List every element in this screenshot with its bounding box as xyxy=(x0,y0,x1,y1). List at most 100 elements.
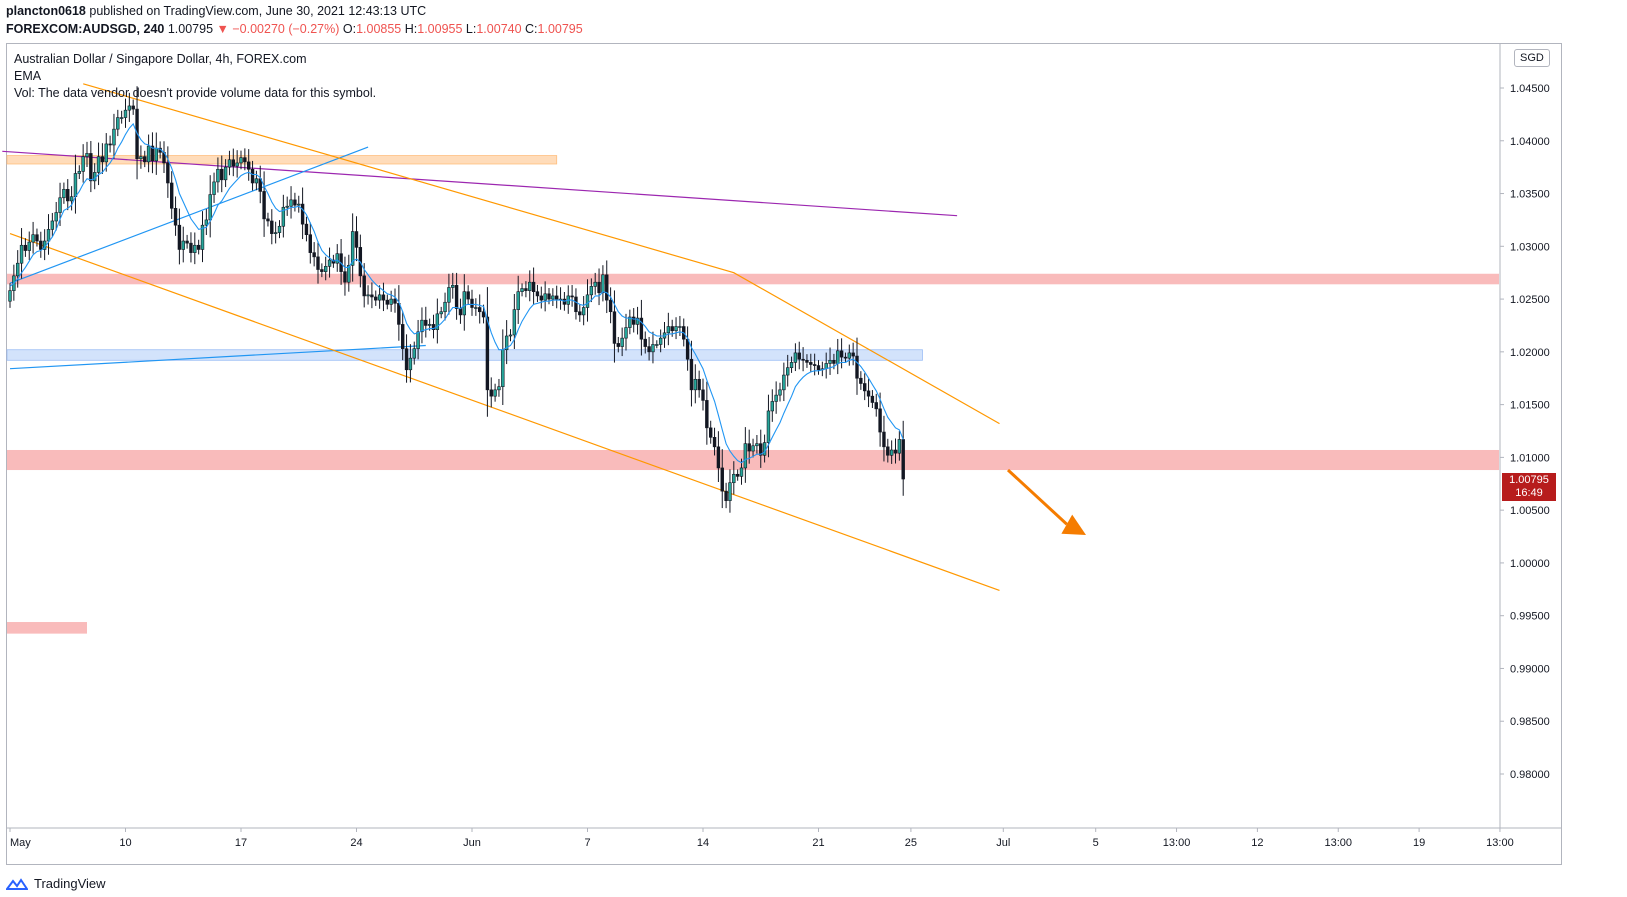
candle-body xyxy=(620,337,624,347)
candle-body xyxy=(574,296,578,313)
candle xyxy=(416,319,420,360)
candle-body xyxy=(732,473,736,484)
candle-body xyxy=(697,378,701,391)
candle xyxy=(839,338,844,369)
candle-body xyxy=(836,350,840,364)
candle xyxy=(100,143,105,174)
zone-blue-3 xyxy=(6,349,923,361)
candle-body xyxy=(805,359,809,363)
y-tick-label: 1.02500 xyxy=(1510,294,1550,306)
author-name[interactable]: plancton0618 xyxy=(6,4,86,18)
candle-body xyxy=(693,378,698,391)
candle-body xyxy=(96,156,101,173)
candle-body xyxy=(593,281,597,287)
candle-body xyxy=(150,145,155,162)
candle-body xyxy=(177,224,182,250)
candle xyxy=(558,287,563,310)
candle xyxy=(312,242,316,267)
candle-body xyxy=(154,147,158,162)
candle xyxy=(250,160,255,191)
candle-body xyxy=(535,291,540,297)
candle xyxy=(547,287,551,305)
candle-body xyxy=(855,355,859,379)
candle-body xyxy=(451,285,455,288)
footer-brand-text: TradingView xyxy=(34,876,106,891)
candle xyxy=(366,285,370,305)
candle xyxy=(85,141,89,167)
candle-body xyxy=(759,443,763,456)
candle-body xyxy=(859,377,863,384)
candle-body xyxy=(262,191,266,220)
low-label: L: xyxy=(465,22,477,36)
candle xyxy=(96,142,101,186)
candle xyxy=(543,281,547,312)
candle-body xyxy=(354,231,359,248)
candle xyxy=(712,427,717,456)
y-tick-label: 1.04000 xyxy=(1510,136,1550,148)
candle xyxy=(35,228,39,247)
candle xyxy=(235,150,239,178)
candle xyxy=(651,331,655,364)
candle-body xyxy=(789,362,794,368)
candle xyxy=(323,256,328,281)
candle-body xyxy=(901,439,905,480)
candle xyxy=(293,192,297,212)
high-value: 1.00955 xyxy=(417,22,463,36)
candle-body xyxy=(497,386,501,391)
x-tick-label: Jun xyxy=(463,837,481,849)
x-tick-label: 7 xyxy=(584,837,590,849)
candle-body xyxy=(747,443,751,452)
candle xyxy=(801,347,805,372)
close-value: 1.00795 xyxy=(537,22,583,36)
candle-body xyxy=(782,374,786,391)
candle xyxy=(239,150,243,170)
candle-body xyxy=(447,287,451,303)
chart-frame[interactable] xyxy=(6,43,1562,865)
candle-body xyxy=(635,317,640,325)
purple-resistance-line xyxy=(2,150,958,217)
candle xyxy=(570,285,574,307)
candle-body xyxy=(581,307,586,316)
candle xyxy=(420,307,424,344)
candle-body xyxy=(54,212,58,222)
candle xyxy=(689,340,694,407)
candle-body xyxy=(628,316,632,328)
candle-body xyxy=(231,159,235,167)
candle xyxy=(855,337,859,395)
candle-body xyxy=(893,449,898,454)
legend-volume[interactable]: Vol: The data vendor doesn't provide vol… xyxy=(14,86,377,100)
candle xyxy=(243,148,247,171)
candle-body xyxy=(439,311,443,315)
candle xyxy=(304,216,309,242)
candle-body xyxy=(393,298,397,304)
candle xyxy=(497,378,501,397)
candle-body xyxy=(143,156,147,163)
candle-body xyxy=(508,334,513,337)
candle-body xyxy=(146,145,151,163)
candle xyxy=(474,298,478,316)
legend-title[interactable]: Australian Dollar / Singapore Dollar, 4h… xyxy=(14,52,307,66)
candle-body xyxy=(89,153,93,182)
x-tick-label: 24 xyxy=(350,837,362,849)
candle xyxy=(616,336,621,353)
candle-body xyxy=(647,346,651,353)
candle xyxy=(539,286,544,309)
candle xyxy=(770,389,775,422)
legend-ema[interactable]: EMA xyxy=(14,69,42,83)
currency-badge[interactable]: SGD xyxy=(1514,49,1550,67)
candle xyxy=(162,141,166,174)
candle xyxy=(597,268,601,306)
candle-body xyxy=(493,389,497,397)
candle-body xyxy=(35,234,39,242)
candle-body xyxy=(443,301,447,313)
candle-body xyxy=(678,326,682,328)
footer-brand[interactable]: TradingView xyxy=(6,876,106,891)
candle xyxy=(724,482,728,509)
x-tick-label: May xyxy=(10,837,31,849)
y-tick-label: 0.98500 xyxy=(1510,716,1550,728)
candle-body xyxy=(551,295,555,300)
close-label: C: xyxy=(525,22,538,36)
candle xyxy=(578,304,582,322)
y-tick-label: 0.99500 xyxy=(1510,611,1550,623)
